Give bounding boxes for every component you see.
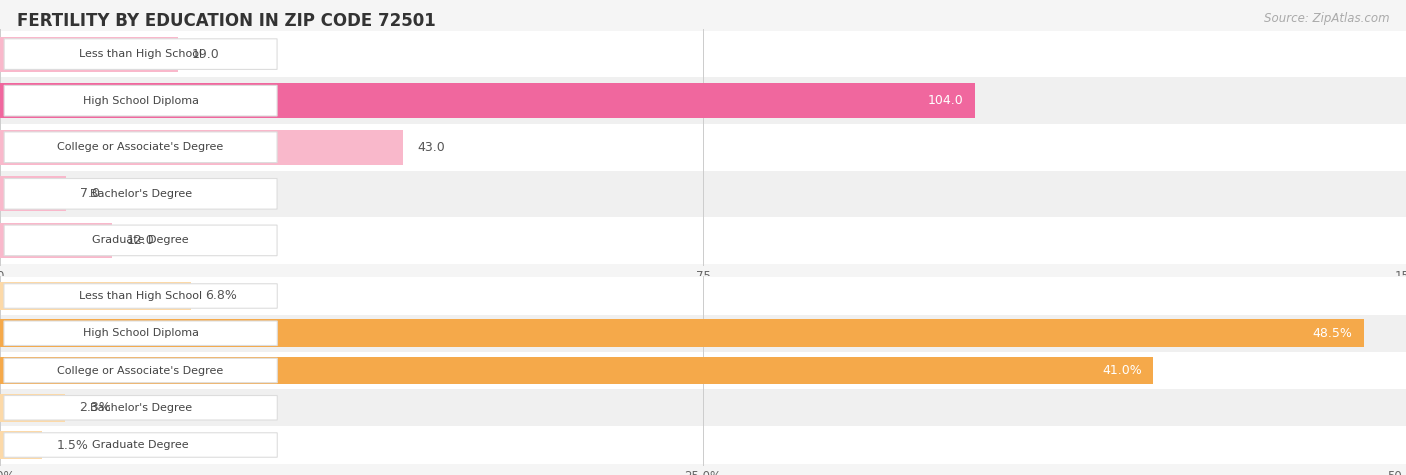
Bar	[0, 124, 1406, 171]
Bar	[0, 83, 974, 118]
Text: Graduate Degree: Graduate Degree	[93, 236, 188, 246]
FancyBboxPatch shape	[4, 321, 277, 345]
Bar	[0, 130, 404, 165]
Text: FERTILITY BY EDUCATION IN ZIP CODE 72501: FERTILITY BY EDUCATION IN ZIP CODE 72501	[17, 12, 436, 30]
Text: 41.0%: 41.0%	[1102, 364, 1142, 377]
Bar	[0, 223, 112, 258]
Text: 6.8%: 6.8%	[205, 289, 238, 303]
Bar	[0, 394, 65, 422]
Text: 12.0: 12.0	[127, 234, 155, 247]
Text: 104.0: 104.0	[928, 94, 963, 107]
Text: 2.3%: 2.3%	[79, 401, 111, 414]
Bar	[0, 319, 1364, 347]
Text: Bachelor's Degree: Bachelor's Degree	[90, 403, 191, 413]
Bar	[0, 282, 191, 310]
Text: College or Associate's Degree: College or Associate's Degree	[58, 365, 224, 376]
Text: High School Diploma: High School Diploma	[83, 328, 198, 338]
FancyBboxPatch shape	[4, 225, 277, 256]
Bar	[0, 171, 1406, 217]
Text: 48.5%: 48.5%	[1313, 327, 1353, 340]
FancyBboxPatch shape	[4, 179, 277, 209]
Bar	[0, 427, 1406, 464]
Text: Graduate Degree: Graduate Degree	[93, 440, 188, 450]
FancyBboxPatch shape	[4, 433, 277, 457]
Bar	[0, 352, 1406, 389]
Text: College or Associate's Degree: College or Associate's Degree	[58, 142, 224, 152]
Text: High School Diploma: High School Diploma	[83, 95, 198, 105]
FancyBboxPatch shape	[4, 86, 277, 116]
Bar	[0, 31, 1406, 77]
Bar	[0, 217, 1406, 264]
Bar	[0, 37, 179, 72]
FancyBboxPatch shape	[4, 396, 277, 420]
Text: 43.0: 43.0	[418, 141, 444, 154]
Text: 1.5%: 1.5%	[56, 438, 89, 452]
Text: Less than High School: Less than High School	[79, 49, 202, 59]
Bar	[0, 357, 1153, 384]
FancyBboxPatch shape	[4, 39, 277, 69]
Text: Less than High School: Less than High School	[79, 291, 202, 301]
Text: 7.0: 7.0	[80, 187, 100, 200]
Text: Source: ZipAtlas.com: Source: ZipAtlas.com	[1264, 12, 1389, 25]
Bar	[0, 389, 1406, 427]
Bar	[0, 77, 1406, 124]
Bar	[0, 314, 1406, 352]
Bar	[0, 277, 1406, 314]
Text: 19.0: 19.0	[193, 48, 219, 61]
Bar	[0, 431, 42, 459]
FancyBboxPatch shape	[4, 284, 277, 308]
Bar	[0, 176, 66, 211]
FancyBboxPatch shape	[4, 132, 277, 162]
Text: Bachelor's Degree: Bachelor's Degree	[90, 189, 191, 199]
FancyBboxPatch shape	[4, 358, 277, 383]
